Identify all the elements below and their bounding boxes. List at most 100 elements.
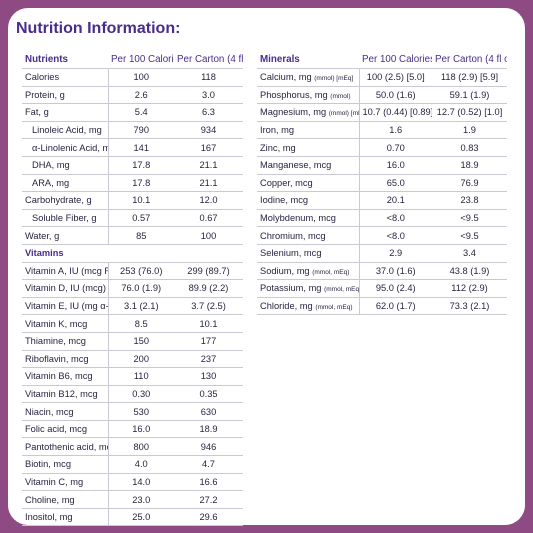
nutrient-name: Water, g bbox=[25, 230, 60, 241]
row-label: α-Linolenic Acid, mg bbox=[22, 138, 109, 157]
row-label: Fat, g bbox=[22, 103, 109, 122]
per-100-calories-value: 3.1 (2.1) bbox=[108, 297, 174, 316]
per-carton-value: <9.5 bbox=[432, 226, 507, 245]
nutrient-name: Pantothenic acid, mcg bbox=[25, 441, 108, 452]
per-carton-value: 177 bbox=[174, 332, 243, 351]
unit-note: (mmol) bbox=[330, 92, 351, 100]
table-row: Vitamin D, IU (mcg) 76.0 (1.9) 89.9 (2.2) bbox=[22, 279, 243, 298]
nutrient-name: Thiamine, mcg bbox=[25, 336, 86, 347]
nutrient-name: α-Linolenic Acid, mg bbox=[32, 142, 108, 153]
table-row: ARA, mg 17.8 21.1 bbox=[22, 174, 243, 193]
table-row: Vitamin B6, mcg 110 130 bbox=[22, 367, 243, 386]
row-label: Niacin, mcg bbox=[22, 402, 109, 421]
row-label: Vitamin E, IU (mg α-TE) bbox=[22, 297, 109, 316]
unit-note: (mmol) [mEq] bbox=[314, 75, 354, 83]
per-100-calories-value: 2.6 bbox=[108, 86, 174, 105]
per-carton-value: 3.0 bbox=[174, 86, 243, 105]
per-100-calories-value: 8.5 bbox=[108, 314, 174, 333]
nutrient-name: DHA, mg bbox=[32, 160, 70, 171]
section-heading: Vitamins bbox=[22, 244, 243, 263]
nutrient-name: Folic acid, mcg bbox=[25, 424, 87, 435]
per-100-calories-value: 4.0 bbox=[108, 455, 174, 474]
per-carton-value: 167 bbox=[174, 138, 243, 157]
per-carton-value: 23.8 bbox=[432, 191, 507, 210]
per-100-calories-value: 25.0 bbox=[108, 508, 174, 527]
row-label: Zinc, mg bbox=[257, 138, 360, 157]
table-row: Inositol, mg 25.0 29.6 bbox=[22, 508, 243, 527]
table-row: Folic acid, mcg 16.0 18.9 bbox=[22, 420, 243, 439]
unit-note: (mmol, mEq) bbox=[312, 268, 350, 276]
table-row: Vitamin K, mcg 8.5 10.1 bbox=[22, 314, 243, 333]
minerals-table: Minerals Per 100 Calories (100 mL) Per C… bbox=[257, 54, 507, 316]
row-label: Biotin, mcg bbox=[22, 455, 109, 474]
nutrient-name: Sodium, mg bbox=[260, 265, 310, 276]
nutrient-name: Protein, g bbox=[25, 89, 65, 100]
per-100-calories-value: 141 bbox=[108, 138, 174, 157]
per-carton-value: 100 bbox=[174, 226, 243, 245]
table-row: Vitamin E, IU (mg α-TE)3.1 (2.1)3.7 (2.5… bbox=[22, 297, 243, 316]
table-row: Sodium, mg (mmol, mEq) 37.0 (1.6) 43.8 (1.… bbox=[257, 262, 507, 281]
row-label: Selenium, mcg bbox=[257, 244, 360, 263]
row-label: Pantothenic acid, mcg bbox=[22, 437, 109, 457]
nutrient-name: Iodine, mcg bbox=[260, 195, 309, 206]
table-row: α-Linolenic Acid, mg 141 167 bbox=[22, 138, 243, 157]
row-label: Vitamin B6, mcg bbox=[22, 367, 109, 386]
nutrient-name: Potassium, mg bbox=[260, 283, 322, 294]
row-label: Vitamin A, IU (mcg RE) bbox=[22, 262, 109, 281]
per-carton-value: 299 (89.7) bbox=[174, 262, 243, 281]
per-100-calories-value: 5.4 bbox=[108, 103, 174, 122]
nutrient-name: Fat, g bbox=[25, 107, 49, 118]
per-100-calories-value: 16.0 bbox=[108, 420, 174, 439]
per-carton-value: 4.7 bbox=[174, 455, 243, 474]
per-100-calories-value: 2.9 bbox=[359, 244, 432, 263]
table-row: DHA, mg 17.8 21.1 bbox=[22, 156, 243, 175]
table-row: Iodine, mcg 20.1 23.8 bbox=[257, 191, 507, 210]
table-row: Riboflavin, mcg 200 237 bbox=[22, 350, 243, 369]
per-carton-value: 59.1 (1.9) bbox=[432, 86, 507, 105]
per-carton-value: 16.6 bbox=[174, 473, 243, 492]
section-row: Vitamins bbox=[22, 244, 243, 263]
nutrient-name: Inositol, mg bbox=[25, 512, 73, 523]
per-100-calories-value: 37.0 (1.6) bbox=[359, 262, 432, 281]
per-100-calories-value: 95.0 (2.4) bbox=[359, 279, 432, 298]
row-label: Iodine, mcg bbox=[257, 191, 360, 210]
table-row: Vitamin A, IU (mcg RE)253 (76.0)299 (89.… bbox=[22, 262, 243, 281]
table-row: Phosphorus, mg (mmol) 50.0 (1.6) 59.1 (1.9… bbox=[257, 86, 507, 105]
per-100-calories-value: 253 (76.0) bbox=[108, 262, 174, 281]
per-100-calories-value: 65.0 bbox=[359, 174, 432, 193]
nutrient-name: Vitamin D, IU (mcg) bbox=[25, 283, 106, 294]
row-label: Iron, mg bbox=[257, 121, 360, 140]
nutrient-name: Vitamin A, IU (mcg RE) bbox=[25, 265, 107, 276]
nutrient-name: Vitamin E, IU (mg α-TE) bbox=[25, 301, 108, 312]
row-label: Linoleic Acid, mg bbox=[22, 121, 109, 140]
nutrient-name: Selenium, mcg bbox=[260, 248, 322, 259]
per-100-calories-value: 14.0 bbox=[108, 473, 174, 492]
row-label: Water, g bbox=[22, 226, 109, 245]
nutrient-name: Iron, mg bbox=[260, 125, 295, 136]
nutrient-name: Carbohydrate, g bbox=[25, 195, 92, 206]
unit-note: (mmol, mEq) bbox=[315, 304, 353, 312]
per-carton-value: 29.6 bbox=[174, 508, 243, 527]
per-carton-value: 0.67 bbox=[174, 209, 243, 228]
nutrient-name: Vitamin C, mg bbox=[25, 476, 84, 487]
row-label: Chromium, mcg bbox=[257, 226, 360, 245]
table-row: Molybdenum, mcg <8.0 <9.5 bbox=[257, 209, 507, 228]
table-row: Magnesium, mg (mmol) [mEq]10.7 (0.44) [0… bbox=[257, 103, 507, 122]
table-row: Thiamine, mcg 150 177 bbox=[22, 332, 243, 351]
nutrient-name: Soluble Fiber, g bbox=[32, 213, 97, 224]
row-label: Copper, mcg bbox=[257, 174, 360, 193]
row-label: Vitamin K, mcg bbox=[22, 314, 109, 333]
per-carton-value: 118 (2.9) [5.9] bbox=[432, 68, 507, 87]
minerals-header: Minerals bbox=[257, 54, 359, 69]
per-carton-value: 630 bbox=[174, 402, 243, 421]
nutrient-name: Choline, mg bbox=[25, 494, 75, 505]
nutrient-name: Niacin, mcg bbox=[25, 406, 74, 417]
per-carton-value: 934 bbox=[174, 121, 243, 140]
table-row: Choline, mg 23.0 27.2 bbox=[22, 490, 243, 509]
table-row: Linoleic Acid, mg 790 934 bbox=[22, 121, 243, 140]
per-100-calories-value: 0.30 bbox=[108, 385, 174, 404]
table-row: Zinc, mg 0.70 0.83 bbox=[257, 138, 507, 157]
per-100-calories-value: <8.0 bbox=[359, 226, 432, 245]
per-100-calories-value: 76.0 (1.9) bbox=[108, 279, 174, 298]
per-carton-value: 89.9 (2.2) bbox=[174, 279, 243, 298]
